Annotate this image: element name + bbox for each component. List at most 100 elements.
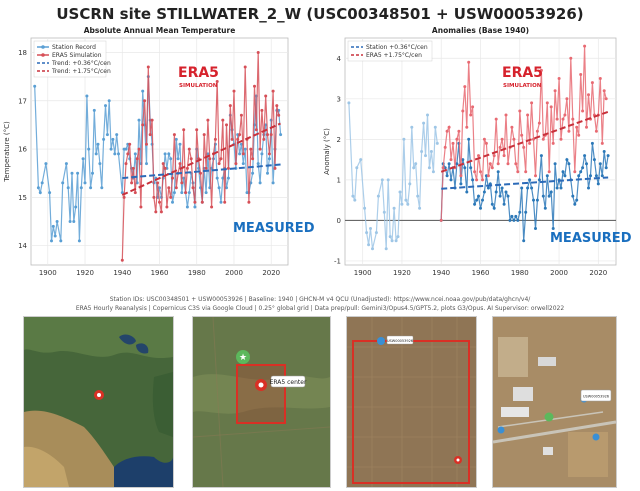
- data-point: [64, 162, 68, 166]
- data-point: [200, 200, 204, 204]
- data-point: [202, 133, 206, 137]
- x-tick-label: 2000: [550, 269, 568, 277]
- footer-line-1: Station IDs: USC00348501 + USW00053926 |…: [109, 296, 531, 303]
- data-point: [563, 113, 567, 117]
- data-point: [126, 152, 130, 156]
- era5-center-marker-icon[interactable]: [255, 379, 267, 391]
- data-point: [516, 170, 520, 174]
- data-point: [504, 190, 508, 194]
- star-marker-icon[interactable]: ★: [236, 350, 250, 364]
- station-marker-icon[interactable]: [377, 337, 385, 345]
- data-point: [120, 258, 124, 262]
- data-point: [488, 162, 492, 166]
- trend-line-1: [440, 110, 609, 173]
- map-farmland-zoom[interactable]: USW00053926: [346, 316, 477, 488]
- data-point: [102, 137, 106, 141]
- data-point: [424, 154, 427, 158]
- data-point: [228, 104, 232, 108]
- data-point: [549, 190, 553, 194]
- data-point: [422, 121, 426, 125]
- y-tick-label: -1: [334, 257, 341, 265]
- data-point: [518, 210, 522, 214]
- data-point: [388, 235, 392, 239]
- data-point: [449, 158, 453, 162]
- data-point: [498, 145, 502, 149]
- data-point: [77, 239, 81, 243]
- data-point: [494, 190, 498, 194]
- data-point: [463, 85, 467, 89]
- data-point: [439, 218, 443, 222]
- data-point: [275, 104, 279, 108]
- map-station-site[interactable]: USW00053926: [492, 316, 617, 488]
- data-point: [500, 137, 504, 141]
- data-point: [124, 147, 128, 151]
- data-point: [174, 137, 178, 141]
- data-point: [463, 166, 467, 170]
- era5-annotation-sub: SIMULATION: [503, 83, 542, 89]
- data-point: [150, 118, 154, 122]
- data-point: [145, 142, 148, 146]
- legend-label: Station +0.36°C/cen: [366, 44, 428, 51]
- era5-center-label: ERA5 center: [270, 379, 307, 386]
- y-tick-label: 16: [18, 146, 27, 154]
- data-point: [100, 186, 104, 190]
- data-point: [210, 166, 214, 170]
- data-point: [169, 195, 173, 199]
- data-point: [221, 118, 225, 122]
- data-point: [365, 231, 369, 235]
- data-point: [169, 157, 173, 161]
- map-era5-grid[interactable]: ★ ERA5 center: [192, 316, 331, 488]
- main-title: USCRN site STILLWATER_2_W (USC00348501 +…: [56, 5, 584, 23]
- map-continental-us[interactable]: [23, 316, 174, 488]
- data-point: [111, 137, 115, 141]
- station-marker-icon[interactable]: [497, 426, 505, 434]
- data-point: [471, 105, 475, 109]
- data-point: [553, 89, 557, 93]
- data-point: [512, 218, 516, 222]
- data-point: [156, 181, 160, 185]
- data-point: [264, 94, 268, 98]
- data-point: [230, 137, 234, 141]
- y-tick-label: 14: [18, 242, 27, 250]
- measured-annotation: MEASURED: [550, 231, 632, 246]
- data-point: [510, 214, 514, 218]
- data-point: [549, 105, 553, 109]
- data-point: [530, 101, 534, 105]
- data-point: [449, 178, 453, 182]
- data-point: [92, 108, 96, 112]
- data-point: [262, 137, 266, 141]
- data-point: [392, 206, 396, 210]
- era5-marker-icon[interactable]: [454, 456, 462, 464]
- data-point: [141, 89, 145, 93]
- data-point: [459, 174, 463, 178]
- data-point: [215, 80, 219, 83]
- star-marker-icon[interactable]: [544, 412, 554, 422]
- data-point: [135, 157, 139, 161]
- data-point: [410, 125, 414, 129]
- data-point: [534, 227, 537, 230]
- data-point: [408, 182, 412, 186]
- data-point: [473, 202, 477, 206]
- chart-title: Absolute Annual Mean Temperature: [84, 26, 236, 35]
- data-point: [537, 121, 541, 125]
- data-point: [553, 162, 557, 166]
- data-point: [561, 117, 565, 121]
- data-point: [498, 194, 502, 198]
- data-point: [180, 181, 184, 185]
- data-point: [107, 99, 111, 103]
- data-point: [561, 170, 565, 174]
- map-marker-icon[interactable]: [94, 390, 104, 400]
- data-point: [596, 182, 600, 186]
- data-point: [482, 190, 486, 194]
- data-point: [267, 152, 271, 156]
- data-point: [477, 194, 480, 198]
- data-point: [152, 195, 156, 199]
- data-point: [251, 157, 255, 161]
- era5-marker-icon[interactable]: [592, 433, 600, 441]
- measured-annotation: MEASURED: [233, 221, 315, 236]
- data-point: [369, 227, 372, 230]
- data-point: [271, 89, 275, 93]
- data-point: [266, 171, 269, 175]
- data-point: [514, 162, 518, 166]
- data-point: [74, 205, 78, 209]
